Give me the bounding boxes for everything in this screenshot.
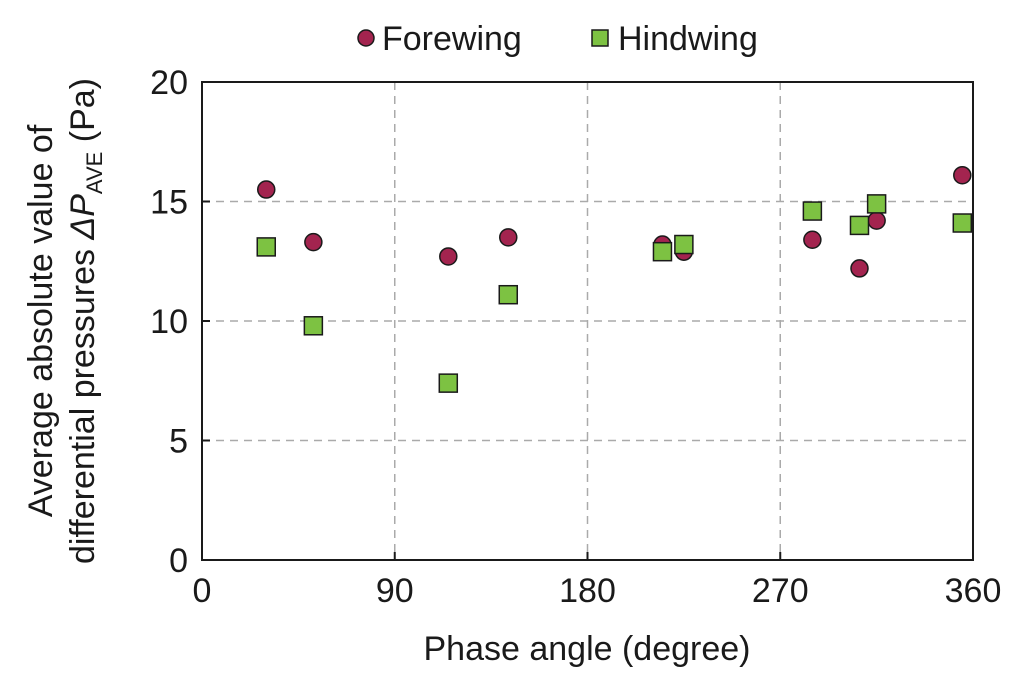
hindwing-point xyxy=(652,241,673,262)
hindwing-point xyxy=(438,373,459,393)
legend-label-hindwing: Hindwing xyxy=(618,20,758,58)
x-tick-label: 0 xyxy=(193,572,212,610)
y-tick-label: 15 xyxy=(150,184,188,222)
y-axis-title-subscript: AVE xyxy=(82,152,107,194)
x-axis-title: Phase angle (degree) xyxy=(423,630,750,668)
x-tick-label: 180 xyxy=(559,572,616,610)
hindwing-point xyxy=(952,213,973,233)
forewing-point xyxy=(257,180,276,199)
forewing-point xyxy=(867,211,886,230)
hindwing-point xyxy=(802,201,823,221)
data-points xyxy=(256,165,973,393)
y-axis-title-line2: differential pressures ΔPAVE (Pa) xyxy=(64,78,107,564)
forewing-point xyxy=(499,228,518,247)
axis-ticks xyxy=(201,81,974,561)
y-axis-title-symbol: ΔP xyxy=(64,194,102,241)
x-tick-label: 90 xyxy=(376,572,414,610)
legend: Forewing Hindwing xyxy=(357,20,758,58)
forewing-point xyxy=(803,230,822,249)
y-axis-title-line1: Average absolute value of xyxy=(22,124,60,517)
hindwing-point xyxy=(866,194,887,214)
forewing-point xyxy=(850,259,869,278)
forewing-point xyxy=(953,165,972,185)
legend-marker-forewing xyxy=(357,29,375,47)
hindwing-point xyxy=(303,316,324,336)
hindwing-point xyxy=(674,234,694,255)
y-tick-label: 0 xyxy=(169,542,188,580)
x-tick-label: 270 xyxy=(752,572,809,610)
y-axis-title-2: differential pressures ΔPAVE (Pa) xyxy=(64,78,107,564)
hindwing-point xyxy=(256,237,276,257)
forewing-point xyxy=(304,232,323,252)
y-axis-title-unit: (Pa) xyxy=(64,78,102,152)
forewing-point xyxy=(439,247,458,266)
hindwing-point xyxy=(849,215,870,236)
hindwing-point xyxy=(498,284,519,305)
grid xyxy=(202,82,973,560)
y-tick-label: 20 xyxy=(150,64,188,102)
y-tick-label: 10 xyxy=(150,303,188,341)
tick-labels: 0 90 180 270 360 0 5 10 15 20 xyxy=(150,64,1001,610)
y-axis-title-prefix: differential pressures xyxy=(64,240,102,564)
legend-label-forewing: Forewing xyxy=(382,20,522,58)
x-tick-label: 360 xyxy=(945,572,1002,610)
y-tick-label: 5 xyxy=(169,423,188,461)
legend-marker-hindwing xyxy=(591,29,609,47)
y-axis-title: Average absolute value of xyxy=(22,124,60,517)
